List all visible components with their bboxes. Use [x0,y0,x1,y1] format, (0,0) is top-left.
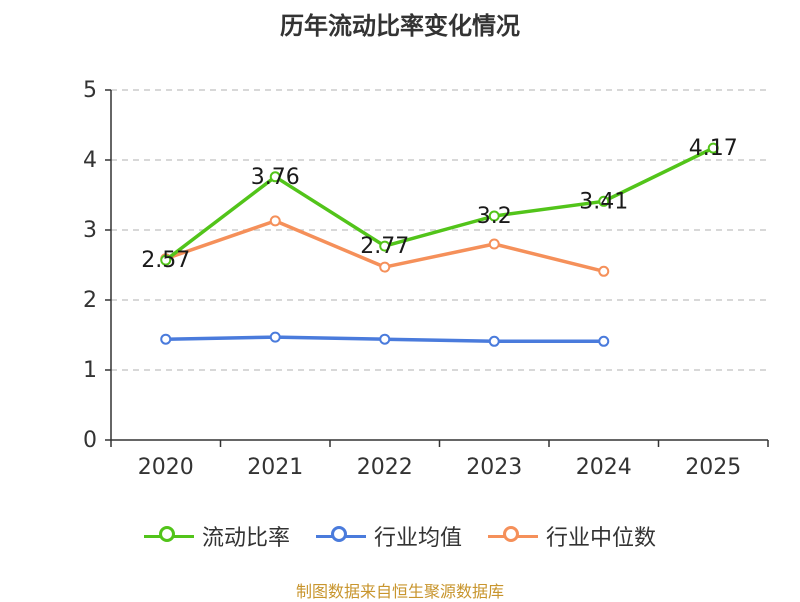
data-point-series-0 [488,210,500,222]
data-point-series-0 [707,142,719,154]
x-tick-label: 2023 [466,455,522,480]
data-labels: 2.57 3.76 2.77 3.2 3.41 4.17 [141,136,737,273]
x-tick-label: 2024 [576,455,632,480]
legend-label-industry-mean: 行业均值 [373,526,462,551]
data-label: 2.57 [141,248,190,273]
legend-label-current-ratio: 流动比率 [201,526,290,551]
legend-swatch-industry-mean [315,524,366,548]
y-tick-label: 5 [83,78,97,103]
data-point-series-0 [598,195,610,207]
data-point-series-1 [269,331,281,343]
legend-item-current-ratio[interactable]: 流动比率 [143,520,290,552]
series [160,142,719,347]
data-label: 2.77 [360,234,409,259]
y-tick-label: 3 [83,218,97,243]
y-tick-label: 0 [83,428,97,453]
data-point-series-0 [160,254,172,266]
data-point-series-1 [160,333,172,345]
data-point-series-1 [488,335,500,347]
data-label: 3.76 [251,165,300,190]
data-point-series-1 [379,333,391,345]
data-point-series-1 [598,335,610,347]
y-tick-label: 1 [83,358,97,383]
x-tick-label: 2020 [138,455,194,480]
legend-swatch-industry-median [488,524,538,548]
data-point-series-2 [379,261,391,273]
data-point-series-0 [269,171,281,183]
legend-label-industry-median: 行业中位数 [546,526,657,551]
chart-title: 历年流动比率变化情况 [280,12,520,40]
series-line-0 [164,146,715,262]
data-point-series-2 [488,238,500,250]
data-label: 3.2 [477,204,512,229]
legend-swatch-current-ratio [143,524,194,548]
x-tick-label: 2022 [357,455,413,480]
x-tick-label: 2021 [247,455,303,480]
legend: 流动比率 行业均值 行业中位数 [0,520,800,552]
data-label: 4.17 [689,136,738,161]
legend-item-industry-median[interactable]: 行业中位数 [488,520,656,552]
x-tick-label: 2025 [685,455,741,480]
y-tick-label: 2 [83,288,97,313]
legend-item-industry-mean[interactable]: 行业均值 [315,520,462,552]
data-source-note: 制图数据来自恒生聚源数据库 [295,582,504,601]
data-point-series-2 [598,265,610,277]
data-label: 3.41 [579,189,628,214]
data-point-series-0 [379,240,391,252]
axes: 0 1 2 3 4 5 2020 2021 2022 2023 2024 2025 [83,78,769,480]
y-tick-label: 4 [83,148,97,173]
data-point-series-2 [269,215,281,227]
